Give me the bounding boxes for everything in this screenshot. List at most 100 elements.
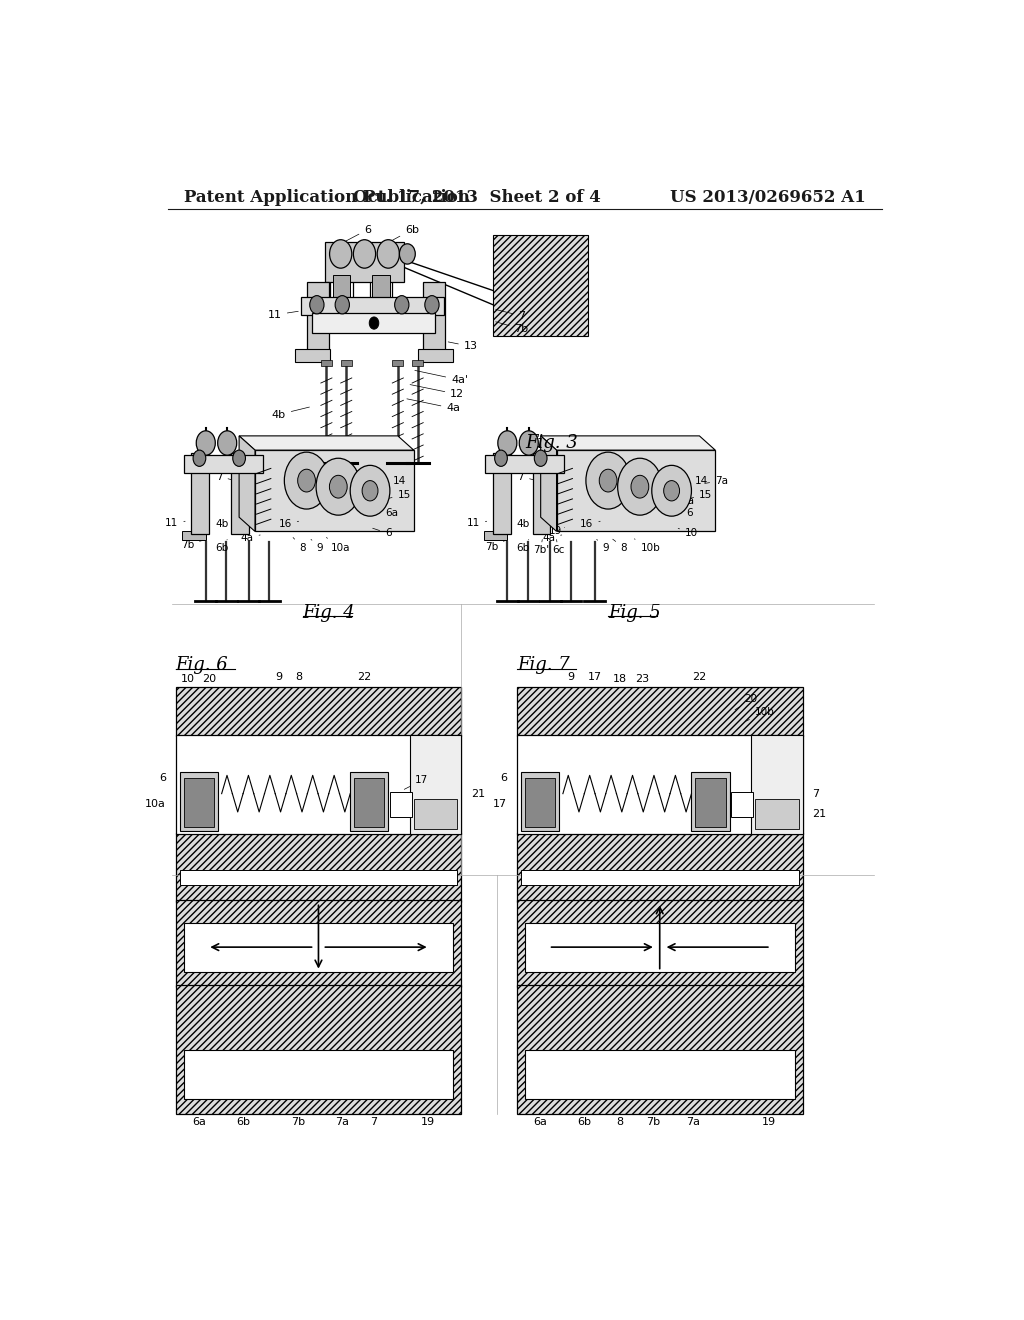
Text: 11: 11 xyxy=(165,519,185,528)
Text: 7b: 7b xyxy=(484,541,505,552)
Circle shape xyxy=(353,240,376,268)
Text: 10a: 10a xyxy=(327,537,350,553)
Text: 11: 11 xyxy=(268,310,298,319)
Text: 22: 22 xyxy=(357,672,372,681)
Circle shape xyxy=(232,450,246,466)
Bar xyxy=(695,779,726,828)
Bar xyxy=(176,985,461,1114)
Text: 15: 15 xyxy=(690,490,713,500)
Bar xyxy=(255,450,414,532)
Bar xyxy=(176,833,461,903)
Text: 9: 9 xyxy=(597,540,609,553)
Polygon shape xyxy=(541,436,557,532)
Bar xyxy=(517,985,803,1114)
Bar xyxy=(731,792,754,817)
Bar xyxy=(483,532,507,540)
Text: Fig. 7: Fig. 7 xyxy=(517,656,569,673)
Text: 19: 19 xyxy=(421,1117,435,1127)
Bar xyxy=(517,833,803,903)
Text: 14: 14 xyxy=(686,475,708,486)
Text: 6: 6 xyxy=(677,508,693,519)
Bar xyxy=(191,453,209,535)
Text: 6b: 6b xyxy=(388,224,419,243)
Text: 6a: 6a xyxy=(193,1117,207,1127)
Text: 14: 14 xyxy=(385,475,407,486)
Bar xyxy=(183,1049,454,1098)
Bar xyxy=(373,276,390,297)
Text: 8: 8 xyxy=(295,672,302,681)
Text: 6: 6 xyxy=(373,528,391,539)
Circle shape xyxy=(535,450,547,466)
Text: 4a': 4a' xyxy=(415,371,468,385)
Bar xyxy=(410,735,461,834)
Text: 21: 21 xyxy=(812,809,826,818)
Bar xyxy=(755,799,799,829)
Text: 7b: 7b xyxy=(646,1117,660,1127)
Text: 7: 7 xyxy=(517,471,534,482)
Text: 10a: 10a xyxy=(145,799,166,809)
Bar xyxy=(521,772,559,832)
Text: 20: 20 xyxy=(202,673,216,684)
Text: 19: 19 xyxy=(762,1117,776,1127)
Circle shape xyxy=(519,430,539,455)
Bar xyxy=(179,870,458,886)
Text: 19: 19 xyxy=(548,527,564,536)
Text: 21: 21 xyxy=(292,471,312,482)
Circle shape xyxy=(394,296,409,314)
Bar xyxy=(392,359,403,366)
Circle shape xyxy=(370,317,379,329)
Bar xyxy=(325,242,404,282)
Text: 10b: 10b xyxy=(634,539,660,553)
Bar xyxy=(517,686,803,735)
Bar xyxy=(354,779,384,828)
Text: Fig. 3: Fig. 3 xyxy=(524,434,578,451)
Text: Fig. 6: Fig. 6 xyxy=(176,656,228,673)
Text: 10b: 10b xyxy=(745,708,774,721)
Bar xyxy=(176,686,461,735)
Text: 9: 9 xyxy=(567,672,574,681)
Text: 17: 17 xyxy=(588,672,602,681)
Circle shape xyxy=(631,475,649,498)
Text: 7a: 7a xyxy=(302,482,323,491)
Circle shape xyxy=(309,296,324,314)
Bar xyxy=(494,453,511,535)
Bar xyxy=(331,244,352,301)
Text: 7a: 7a xyxy=(707,475,728,486)
Text: 4a: 4a xyxy=(241,532,260,543)
Polygon shape xyxy=(240,436,255,532)
Text: 7b': 7b' xyxy=(532,540,549,554)
Text: 6a: 6a xyxy=(675,496,694,506)
Circle shape xyxy=(652,466,691,516)
Text: 7: 7 xyxy=(216,471,232,482)
Text: 6b: 6b xyxy=(578,1117,591,1127)
Text: 8: 8 xyxy=(616,1117,624,1127)
Text: 7b: 7b xyxy=(496,322,528,334)
Text: 21: 21 xyxy=(594,471,613,482)
Text: 7: 7 xyxy=(496,309,525,321)
Bar xyxy=(341,359,352,366)
Text: 7b: 7b xyxy=(292,1117,306,1127)
Bar xyxy=(423,282,445,351)
Text: 16: 16 xyxy=(580,519,600,529)
Bar xyxy=(412,359,423,366)
Text: 17: 17 xyxy=(404,775,428,789)
Text: 18: 18 xyxy=(613,673,627,684)
Bar xyxy=(390,792,412,817)
Bar xyxy=(370,244,392,301)
Bar xyxy=(183,779,214,828)
Bar xyxy=(176,900,461,987)
Circle shape xyxy=(194,450,206,466)
Text: 7: 7 xyxy=(371,1117,378,1127)
Bar xyxy=(524,1049,795,1098)
Circle shape xyxy=(617,458,663,515)
Text: 22: 22 xyxy=(692,672,707,681)
Circle shape xyxy=(285,453,329,510)
Text: 8: 8 xyxy=(293,537,306,553)
Bar xyxy=(691,772,729,832)
Text: 6b: 6b xyxy=(516,540,529,553)
Text: 7a: 7a xyxy=(335,1117,349,1127)
Circle shape xyxy=(197,430,215,455)
Text: 10: 10 xyxy=(180,673,195,684)
Text: 4a: 4a xyxy=(407,399,461,413)
Text: 6: 6 xyxy=(501,774,507,783)
